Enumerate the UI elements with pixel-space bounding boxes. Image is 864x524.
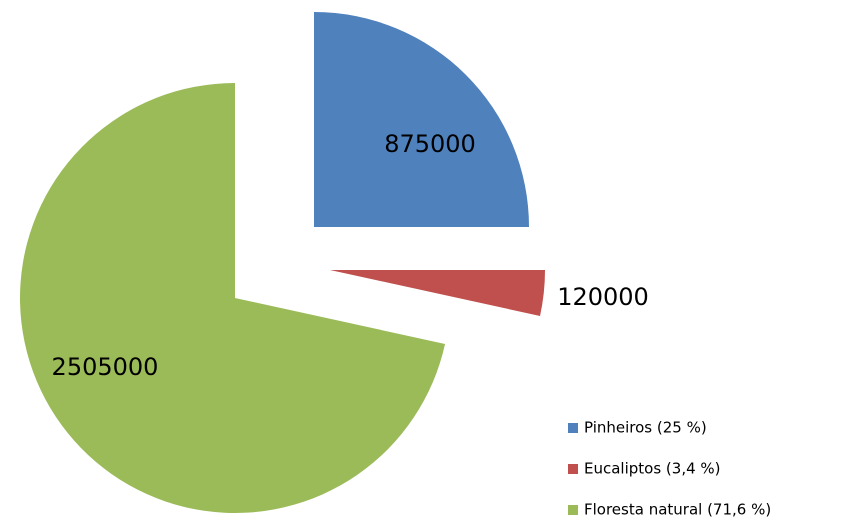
legend-swatch — [568, 505, 578, 515]
legend-swatch — [568, 464, 578, 474]
legend-label: Pinheiros (25 %) — [584, 419, 707, 437]
pie-slice — [20, 83, 446, 513]
data-label: 120000 — [557, 283, 649, 311]
legend-label: Eucaliptos (3,4 %) — [584, 460, 721, 478]
data-label: 875000 — [384, 130, 476, 158]
data-label: 2505000 — [52, 353, 159, 381]
legend-swatch — [568, 423, 578, 433]
legend-label: Floresta natural (71,6 %) — [584, 501, 771, 519]
pie-slice — [314, 12, 529, 227]
pie-slice — [330, 270, 545, 316]
